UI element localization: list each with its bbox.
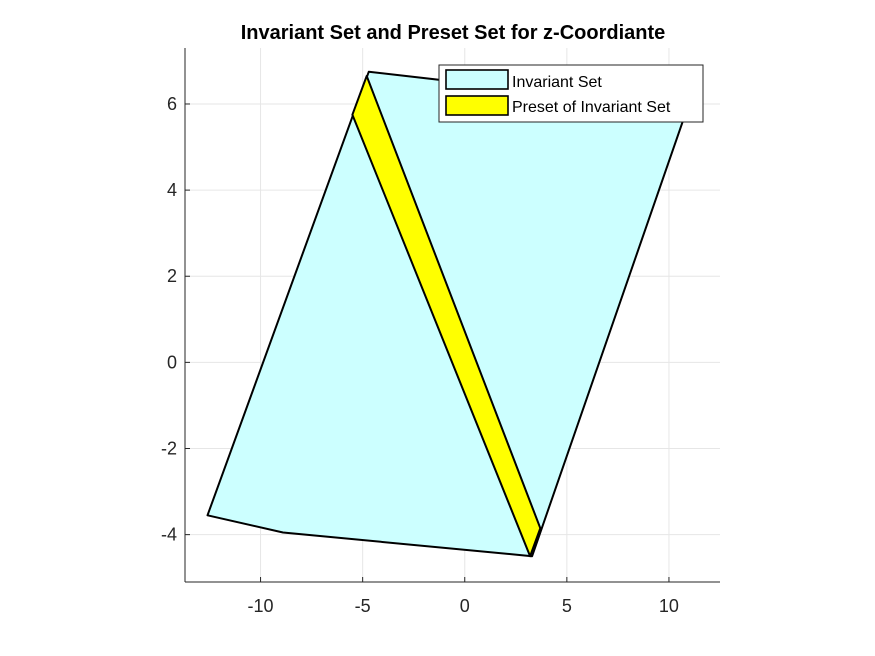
legend-swatch-invariant-set [445,69,509,90]
x-tick-label: 5 [562,596,572,616]
legend-swatch-preset-of-invariant-set [445,95,509,116]
y-tick-label: 4 [167,180,177,200]
polygon-preset-of-invariant-set [351,75,542,558]
x-tick-label: -10 [248,596,274,616]
y-tick-label: -4 [161,525,177,545]
y-tick-label: 2 [167,266,177,286]
x-tick-label: -5 [355,596,371,616]
y-tick-label: 0 [167,352,177,372]
legend-label-invariant-set: Invariant Set [512,74,602,91]
y-tick-label: -2 [161,439,177,459]
legend-label-preset-of-invariant-set: Preset of Invariant Set [512,99,671,116]
tick-labels: -10 -5 0 5 10 -4 -2 0 2 4 6 [161,94,679,616]
x-tick-label: 10 [659,596,679,616]
polygons [206,70,689,558]
chart-title: Invariant Set and Preset Set for z-Coord… [241,22,666,44]
x-tick-label: 0 [460,596,470,616]
legend: Invariant Set Preset of Invariant Set [438,64,704,123]
y-tick-label: 6 [167,94,177,114]
axes [184,48,720,583]
plot-area: -10 -5 0 5 10 -4 -2 0 2 4 6 [161,48,720,616]
